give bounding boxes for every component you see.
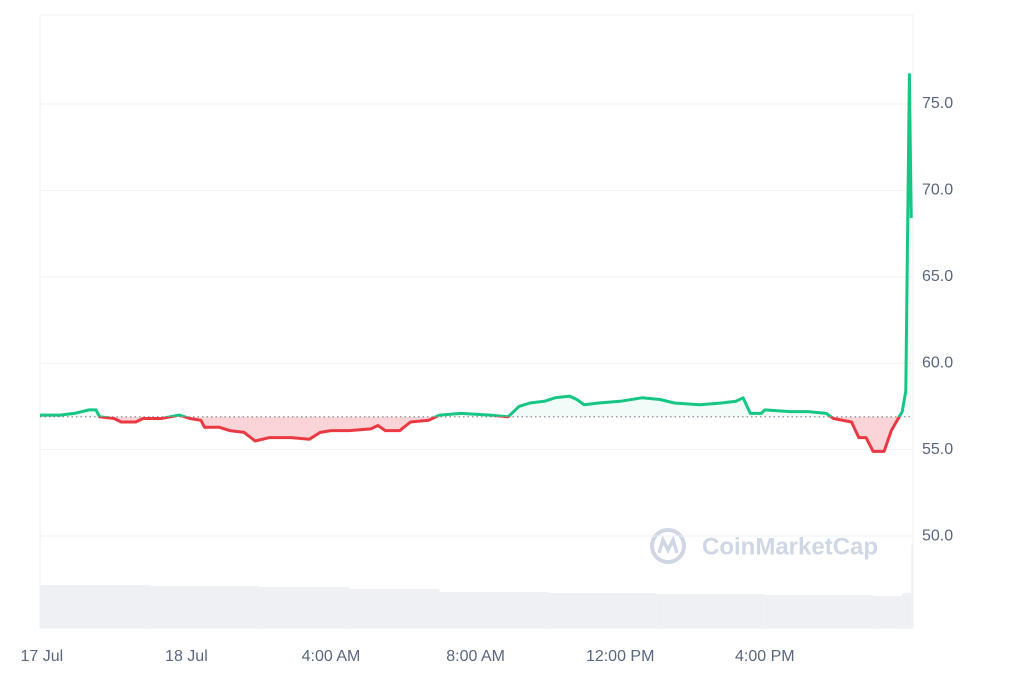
volume-bar [911,545,913,628]
volume-bar [258,587,350,628]
volume-bar [902,593,912,628]
y-tick-label: 55.0 [922,441,953,458]
volume-bar [349,589,440,628]
watermark-text: CoinMarketCap [702,533,878,560]
y-tick-label: 75.0 [922,95,953,112]
volume-bar [656,594,765,628]
area-below [99,416,900,452]
volume-bar [40,585,151,628]
x-tick-label: 18 Jul [165,648,208,665]
x-tick-label: 4:00 AM [302,648,361,665]
volume-bar [150,586,259,628]
y-tick-label: 60.0 [922,354,953,371]
watermark-logo-mark [657,535,679,554]
watermark: CoinMarketCap [650,528,878,564]
volume-bar [873,596,903,628]
x-tick-label: 17 Jul [20,648,63,665]
y-tick-label: 65.0 [922,268,953,285]
price-line-down [97,416,901,453]
watermark-logo [650,528,686,564]
volume-bar [764,595,874,628]
y-tick-label: 70.0 [922,182,953,199]
price-line-up [40,73,913,417]
volume-bar [439,592,548,628]
x-tick-label: 12:00 PM [586,648,654,665]
y-tick-label: 50.0 [922,527,953,544]
x-tick-label: 8:00 AM [446,648,505,665]
x-tick-label: 4:00 PM [735,648,795,665]
volume-bar [547,593,657,628]
area-above [40,74,912,417]
